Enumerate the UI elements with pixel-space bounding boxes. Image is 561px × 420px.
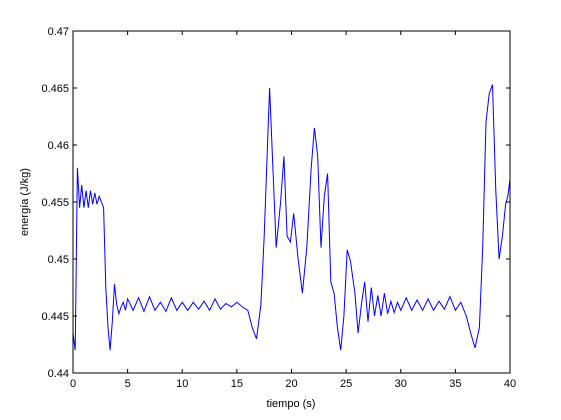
x-tick-label: 25 xyxy=(340,378,352,390)
x-tick-label: 0 xyxy=(70,378,76,390)
series-layer xyxy=(72,84,511,351)
x-tick-layer: 0 5 10 15 20 25 30 35 40 xyxy=(70,31,516,390)
y-tick-label: 0.465 xyxy=(41,83,69,95)
y-tick-label: 0.445 xyxy=(41,311,69,323)
x-tick-label: 15 xyxy=(231,378,243,390)
y-tick-label: 0.47 xyxy=(48,26,69,38)
x-tick-label: 40 xyxy=(504,378,516,390)
y-tick-label: 0.46 xyxy=(48,140,69,152)
x-tick-label: 5 xyxy=(125,378,131,390)
x-tick-label: 20 xyxy=(285,378,297,390)
series-line xyxy=(72,84,511,351)
plot-area xyxy=(73,31,510,373)
y-tick-layer: 0.44 0.445 0.45 0.455 0.46 0.465 0.47 xyxy=(41,26,510,380)
x-axis-label: tiempo (s) xyxy=(267,398,316,410)
y-tick-label: 0.455 xyxy=(41,197,69,209)
x-tick-label: 30 xyxy=(395,378,407,390)
y-tick-label: 0.44 xyxy=(48,368,69,380)
y-tick-label: 0.45 xyxy=(48,254,69,266)
y-axis-label: energía (J/kg) xyxy=(19,168,31,236)
x-tick-label: 35 xyxy=(449,378,461,390)
x-tick-label: 10 xyxy=(176,378,188,390)
